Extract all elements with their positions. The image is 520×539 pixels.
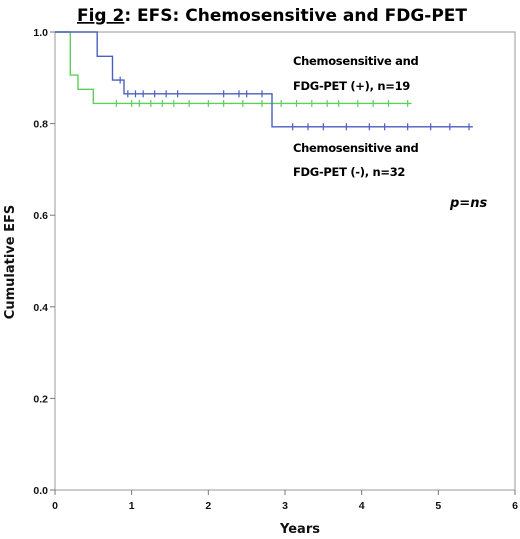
- x-tick-label: 3: [282, 500, 288, 512]
- x-tick-label: 4: [359, 500, 365, 512]
- y-axis-ticks: 0.0 0.2 0.4 0.6 0.8 1.0: [33, 27, 55, 497]
- series-2-label-line2: FDG-PET (-), n=32: [293, 165, 405, 179]
- y-tick-label: 0.2: [33, 393, 48, 405]
- series-2-label-line1: Chemosensitive and: [293, 141, 419, 155]
- x-tick-label: 0: [52, 500, 58, 512]
- chart-title: Fig 2: EFS: Chemosensitive and FDG-PET: [77, 6, 467, 26]
- chart-title-rest: : EFS: Chemosensitive and FDG-PET: [124, 6, 467, 26]
- plot-frame: [54, 31, 516, 491]
- series-1-line: [55, 31, 473, 128]
- y-tick-label: 0.4: [33, 302, 48, 314]
- series-2: [55, 31, 412, 107]
- y-tick-label: 0.6: [33, 210, 48, 222]
- chart-title-prefix: Fig 2: [77, 6, 124, 26]
- x-tick-label: 5: [435, 500, 441, 512]
- x-axis-label: Years: [279, 522, 320, 537]
- p-value-annotation: p=ns: [449, 196, 487, 211]
- x-tick-label: 2: [205, 500, 211, 512]
- y-tick-label: 0.0: [33, 485, 48, 497]
- series-1-label-line1: Chemosensitive and: [293, 54, 419, 68]
- series-1: [55, 31, 473, 131]
- series-2-line: [55, 31, 412, 105]
- x-tick-label: 1: [129, 500, 135, 512]
- x-tick-label: 6: [512, 500, 518, 512]
- series-layer: [55, 31, 473, 131]
- x-axis-ticks: 0 1 2 3 4 5 6: [52, 490, 518, 512]
- y-tick-label: 0.8: [33, 119, 48, 131]
- y-axis-label: Cumulative EFS: [3, 205, 18, 319]
- y-tick-label: 1.0: [33, 27, 48, 39]
- series-1-label-line2: FDG-PET (+), n=19: [293, 79, 410, 93]
